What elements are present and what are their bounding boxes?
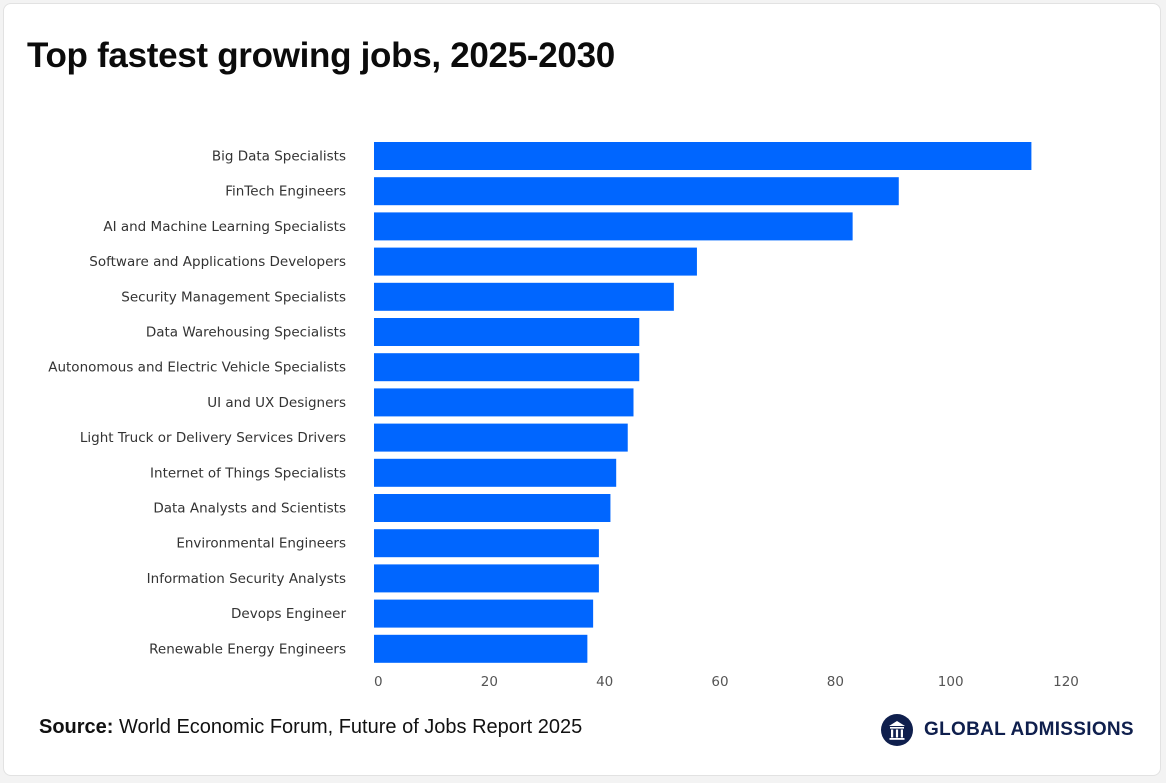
category-label: Renewable Energy Engineers [149,641,346,657]
bar [374,564,599,593]
category-label: Security Management Specialists [121,289,346,305]
bar [374,599,594,628]
category-label: Information Security Analysts [147,571,346,587]
source-label: Source: [39,716,114,738]
category-label: Internet of Things Specialists [150,465,346,481]
category-label: UI and UX Designers [207,395,346,411]
category-label: Data Analysts and Scientists [153,501,346,517]
bar [374,318,640,346]
x-tick-label: 0 [374,674,383,690]
brand-logo: GLOBAL ADMISSIONS [880,712,1134,748]
x-tick-label: 40 [596,674,613,690]
category-label: Big Data Specialists [212,149,346,165]
chart-title: Top fastest growing jobs, 2025-2030 [27,36,615,75]
bar [374,282,674,311]
brand-name: GLOBAL ADMISSIONS [924,719,1134,740]
bar [374,142,1032,170]
x-tick-label: 80 [827,674,844,690]
source-text: World Economic Forum, Future of Jobs Rep… [113,716,583,738]
bar [374,177,899,206]
category-label: Autonomous and Electric Vehicle Speciali… [48,360,346,376]
category-label: Light Truck or Delivery Services Drivers [80,430,346,446]
source-note: Source: World Economic Forum, Future of … [39,716,582,739]
bar [374,388,634,417]
x-tick-label: 120 [1053,674,1079,690]
bar [374,423,628,452]
bar [374,529,599,558]
x-tick-label: 60 [711,674,728,690]
x-tick-label: 100 [938,674,964,690]
bar [374,247,697,276]
bar [374,634,588,663]
category-label: Environmental Engineers [176,536,346,552]
bar [374,494,611,522]
x-tick-label: 20 [481,674,498,690]
columns-building-icon [881,714,913,746]
bar [374,458,617,487]
bar-chart: Big Data Specialists FinTech Engineers AI … [48,142,1079,690]
category-label: AI and Machine Learning Specialists [103,219,346,235]
bar [374,212,853,241]
category-label: FinTech Engineers [225,184,346,200]
bar [374,353,640,382]
category-label: Devops Engineer [231,606,346,622]
category-label: Data Warehousing Specialists [146,325,346,341]
category-label: Software and Applications Developers [89,254,346,270]
